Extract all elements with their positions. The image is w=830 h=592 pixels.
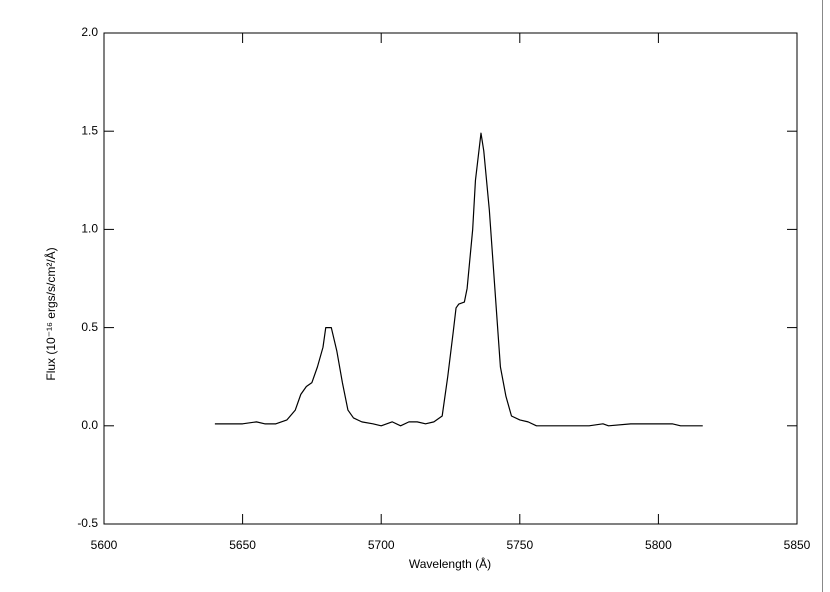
x-tick-label: 5850	[784, 538, 811, 552]
y-tick-label: -0.5	[77, 516, 98, 530]
x-axis-label: Wavelength (Å)	[409, 556, 491, 571]
x-tick-label: 5800	[645, 538, 672, 552]
y-tick-label: 0.5	[81, 320, 98, 334]
x-tick-label: 5600	[91, 538, 118, 552]
y-tick-label: 0.0	[81, 418, 98, 432]
plot-frame	[103, 32, 798, 525]
y-tick-label: 1.0	[81, 222, 98, 236]
x-tick-label: 5650	[229, 538, 256, 552]
y-axis-label: Flux (10⁻¹⁶ ergs/s/cm²/Å)	[43, 247, 58, 380]
x-tick-label: 5750	[506, 538, 533, 552]
x-tick-label: 5700	[368, 538, 395, 552]
spectrum-line	[214, 132, 703, 427]
y-tick-label: 2.0	[81, 25, 98, 39]
y-tick-label: 1.5	[81, 123, 98, 137]
